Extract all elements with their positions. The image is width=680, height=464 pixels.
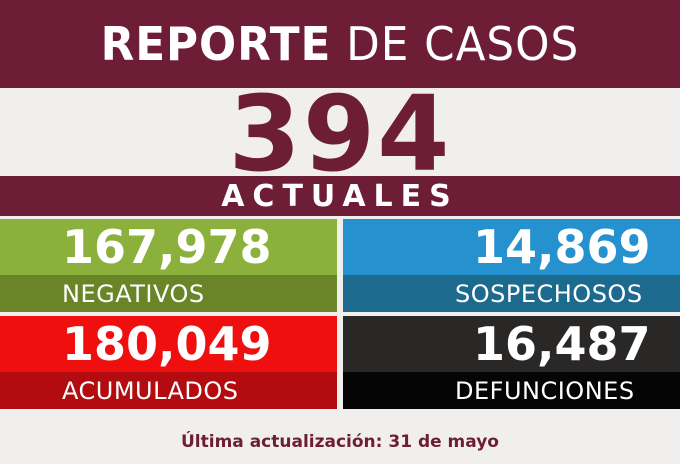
stat-sospechosos-value: 14,869 [473,220,651,274]
current-cases-band: ACTUALES [0,176,680,216]
stat-negativos-value: 167,978 [62,220,272,274]
stat-acumulados-label: ACUMULADOS [0,372,337,409]
report-title: REPORTE DE CASOS [101,17,580,71]
stat-negativos: 167,978 NEGATIVOS [0,219,337,312]
stat-defunciones: 16,487 DEFUNCIONES [343,316,680,409]
current-cases-panel: 394 [0,82,680,186]
stat-acumulados: 180,049 ACUMULADOS [0,316,337,409]
stat-acumulados-value: 180,049 [62,317,272,371]
report-title-bold: REPORTE [100,17,332,71]
last-updated-text: Última actualización: 31 de mayo [181,432,499,452]
current-cases-label: ACTUALES [221,178,459,214]
stat-defunciones-value: 16,487 [473,317,651,371]
stat-negativos-label: NEGATIVOS [0,275,337,312]
stat-sospechosos-label: SOSPECHOSOS [343,275,680,312]
header-band: REPORTE DE CASOS [0,0,680,88]
stat-sospechosos: 14,869 SOSPECHOSOS [343,219,680,312]
stat-defunciones-label: DEFUNCIONES [343,372,680,409]
report-title-rest: DE CASOS [331,17,580,71]
current-cases-value: 394 [228,73,452,195]
